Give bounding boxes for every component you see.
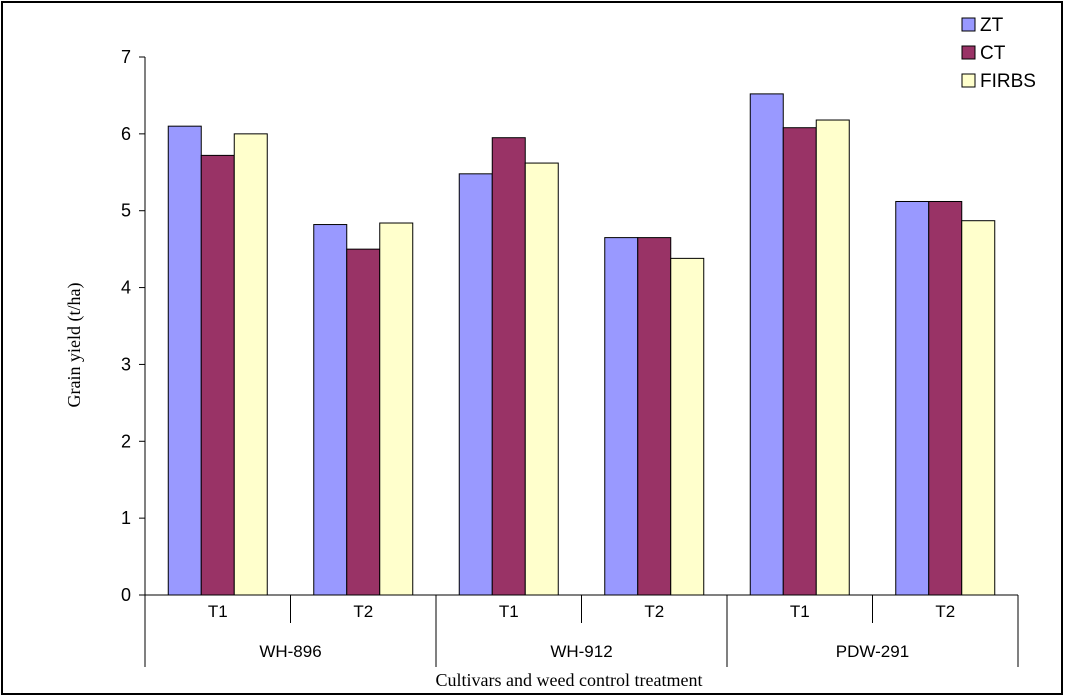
x-tick-label: T1	[208, 602, 228, 621]
bar-firbs	[670, 257, 705, 596]
bar-zt	[749, 93, 784, 596]
bar-ct	[491, 137, 526, 596]
bar-ct	[637, 237, 672, 596]
x-tick-label: T2	[644, 602, 664, 621]
bar-firbs	[815, 119, 850, 596]
bar-firbs	[379, 222, 414, 596]
y-tick-label: 7	[121, 47, 131, 67]
bar-ct	[782, 127, 817, 596]
group-label: WH-912	[550, 642, 612, 661]
bar-zt	[167, 125, 202, 596]
group-label: PDW-291	[836, 642, 909, 661]
legend-swatch	[961, 17, 976, 32]
bar-ct	[346, 248, 381, 596]
y-tick-label: 5	[121, 201, 131, 221]
x-axis-title: Cultivars and weed control treatment	[436, 670, 703, 690]
bar-zt	[458, 173, 493, 596]
y-tick-label: 6	[121, 124, 131, 144]
x-tick-label: T2	[935, 602, 955, 621]
legend-label: FIRBS	[980, 71, 1036, 92]
x-tick-label: T1	[790, 602, 810, 621]
legend: ZT CT FIRBS	[961, 15, 1036, 92]
bar-ct	[928, 200, 963, 596]
bar-zt	[895, 200, 930, 596]
bars	[167, 93, 996, 596]
axes	[139, 56, 1019, 667]
bar-firbs	[233, 133, 268, 596]
y-axis-title: Grain yield (t/ha)	[64, 283, 85, 408]
legend-label: ZT	[980, 15, 1004, 36]
axis-labels: 0 1 2 3 4 5 6 7 T1 T2 T1 T2 T1 T2 WH-896 WH-912 PDW-291	[121, 47, 955, 661]
y-tick-label: 4	[121, 278, 131, 298]
bar-firbs	[524, 162, 559, 596]
y-tick-label: 3	[121, 354, 131, 374]
x-tick-label: T1	[499, 602, 519, 621]
bar-firbs	[961, 220, 996, 596]
legend-swatch	[961, 73, 976, 88]
y-tick-label: 2	[121, 431, 131, 451]
legend-swatch	[961, 45, 976, 60]
bar-ct	[200, 154, 235, 596]
group-label: WH-896	[259, 642, 321, 661]
y-tick-label: 1	[121, 508, 131, 528]
bar-zt	[604, 237, 639, 596]
y-tick-label: 0	[121, 585, 131, 605]
bar-zt	[313, 224, 348, 596]
legend-label: CT	[980, 43, 1006, 64]
x-tick-label: T2	[353, 602, 373, 621]
